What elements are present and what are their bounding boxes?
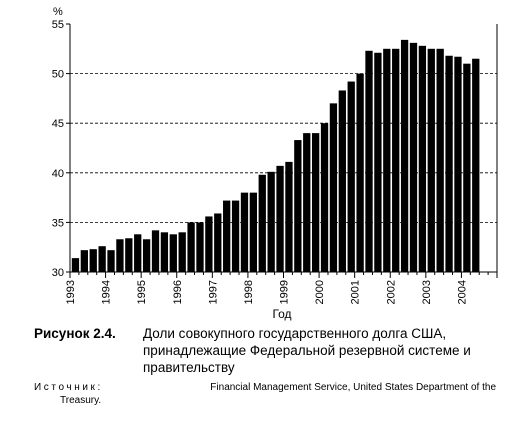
- source-note: Источник: Financial Management Service, …: [34, 381, 496, 407]
- x-tick-label: 1998: [243, 280, 255, 304]
- x-tick-label: 1999: [279, 280, 291, 304]
- bar: [160, 232, 169, 272]
- bar: [71, 258, 80, 272]
- source-text-2: Treasury.: [60, 395, 102, 406]
- y-axis-ticks: 30 35 40 45 50 55: [52, 19, 70, 279]
- x-tick-label: 2003: [421, 280, 433, 304]
- bar: [374, 52, 382, 272]
- bar: [418, 45, 427, 272]
- bar: [445, 55, 453, 272]
- bar: [347, 81, 355, 272]
- bar: [196, 222, 204, 272]
- bar: [89, 249, 97, 272]
- bar: [392, 48, 400, 272]
- y-axis-unit-label: %: [53, 6, 63, 18]
- bar: [276, 165, 284, 272]
- bar: [116, 239, 124, 272]
- bar: [223, 200, 231, 272]
- source-label: Источник:: [34, 382, 103, 393]
- bar: [142, 239, 151, 272]
- bar: [231, 200, 240, 272]
- bar: [409, 42, 418, 273]
- x-tick-label: 1994: [101, 280, 113, 304]
- bar: [356, 73, 364, 272]
- x-tick-label: 2004: [456, 280, 468, 304]
- y-tick-label: 40: [52, 168, 64, 180]
- x-tick-label: 1997: [207, 280, 219, 304]
- bar: [178, 232, 186, 272]
- bar: [294, 140, 302, 272]
- bar: [365, 50, 373, 273]
- x-tick-label: 1995: [136, 280, 148, 304]
- source-line-1: Источник: Financial Management Service, …: [34, 381, 496, 394]
- caption-text: Доли совокупного государственного долга …: [143, 326, 471, 375]
- bar: [205, 216, 213, 272]
- bar: [311, 133, 320, 272]
- bar: [151, 230, 160, 272]
- bar: [80, 250, 88, 272]
- bar: [285, 161, 293, 272]
- x-axis-ticks: 1993 1994 1995 1996 1997 1998 1999 2000 2001 2002…: [65, 272, 498, 304]
- bar: [240, 192, 249, 272]
- bar: [329, 103, 338, 272]
- x-tick-label: 1996: [172, 280, 184, 304]
- bar: [125, 238, 133, 272]
- y-tick-label: 35: [52, 217, 64, 229]
- x-tick-label: 2000: [314, 280, 326, 304]
- bar: [427, 48, 435, 272]
- bar: [258, 174, 266, 272]
- x-axis-label: Год: [272, 307, 291, 321]
- caption-label: Рисунок 2.4.: [34, 326, 116, 341]
- x-tick-label: 2001: [350, 280, 362, 304]
- bar: [107, 250, 115, 272]
- bars: [71, 39, 480, 273]
- y-tick-label: 45: [52, 118, 64, 130]
- bar: [267, 171, 275, 272]
- bar: [436, 48, 444, 272]
- y-tick-label: 55: [52, 19, 64, 31]
- bar: [134, 234, 142, 272]
- bar: [98, 246, 106, 272]
- bar: [463, 63, 471, 273]
- bar: [303, 133, 311, 272]
- bar: [187, 222, 195, 272]
- x-tick-label: 2002: [385, 280, 397, 304]
- bar: [249, 192, 258, 272]
- bar: [214, 213, 222, 272]
- x-tick-label: 1993: [65, 280, 77, 304]
- bar: [472, 58, 480, 272]
- y-tick-label: 50: [52, 69, 64, 81]
- source-text-1: Financial Management Service, United Sta…: [210, 382, 496, 393]
- bar: [338, 90, 346, 273]
- bar: [320, 123, 329, 272]
- bar: [169, 234, 177, 272]
- bar: [383, 48, 391, 272]
- bar: [454, 56, 462, 273]
- y-tick-label: 30: [52, 267, 64, 279]
- bar: [400, 39, 409, 272]
